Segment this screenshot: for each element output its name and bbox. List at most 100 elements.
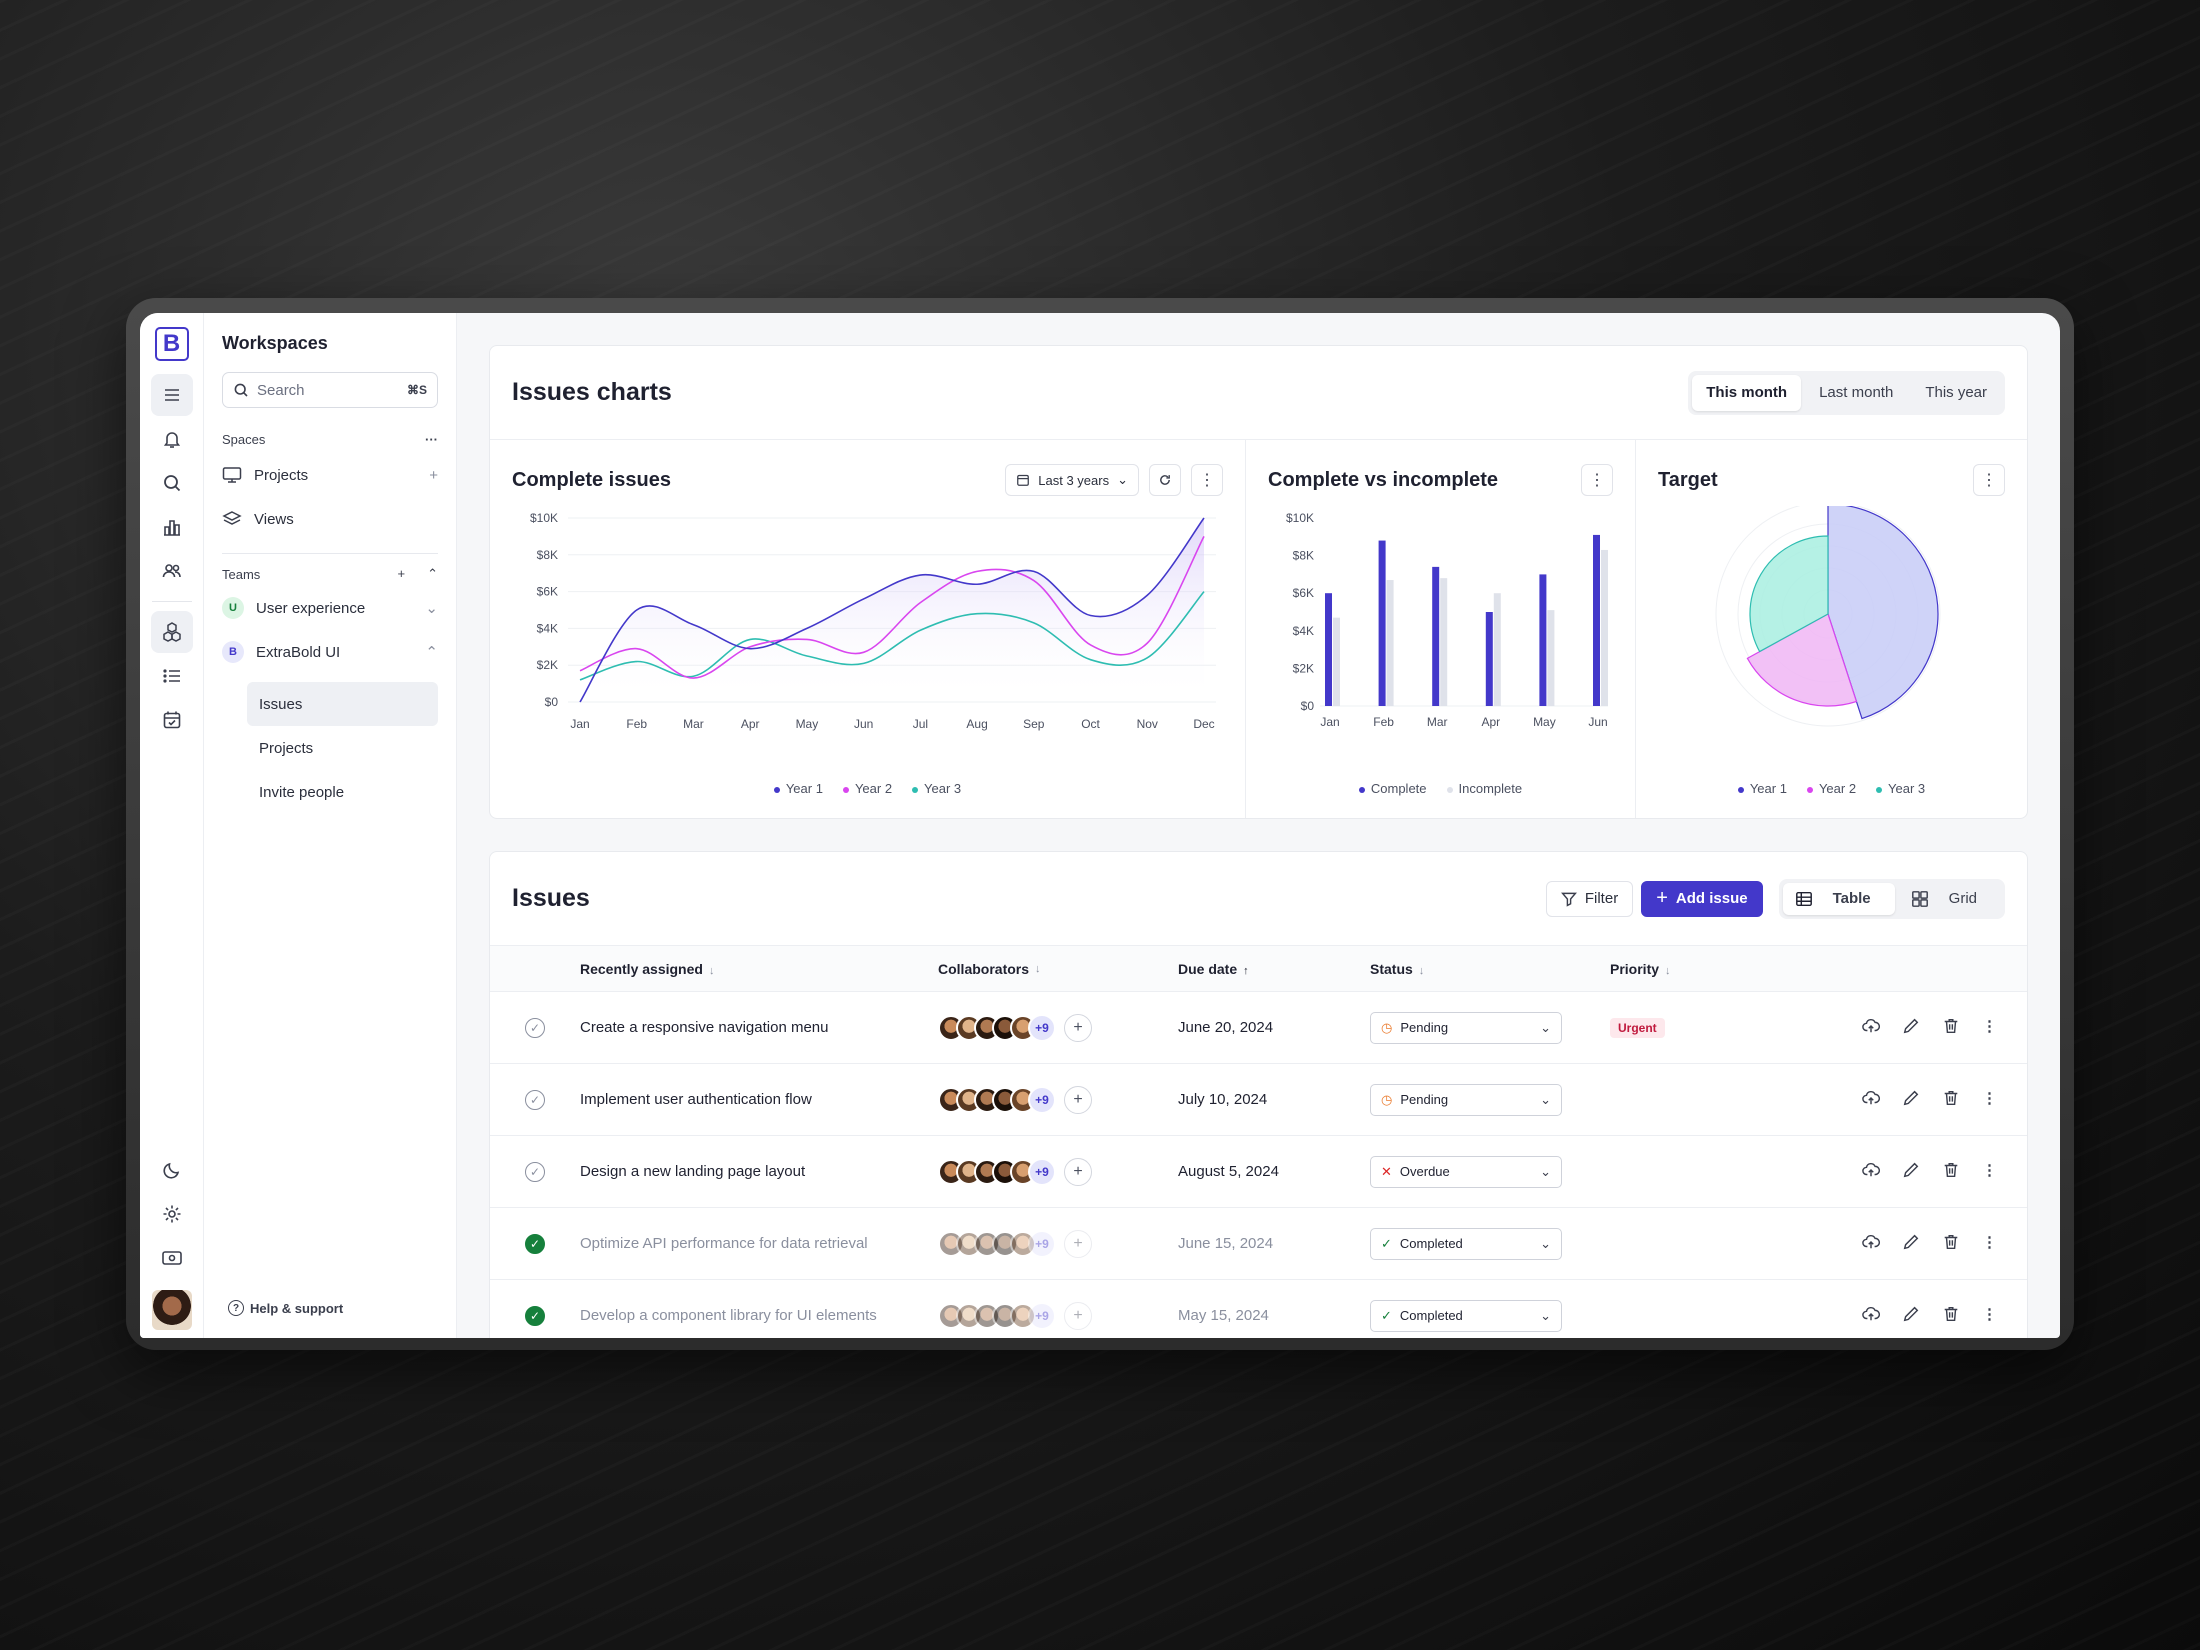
table-row[interactable]: ✓ Create a responsive navigation menu +9… — [490, 992, 2027, 1064]
y-tick-label: $2K — [537, 658, 558, 672]
tab-last-month[interactable]: Last month — [1819, 384, 1894, 401]
issue-title[interactable]: Design a new landing page layout — [580, 1163, 806, 1180]
view-grid-tab[interactable]: Grid — [1899, 883, 2001, 915]
pie-slice — [1746, 613, 1858, 707]
sidebar-item-projects[interactable]: Projects + — [222, 453, 438, 497]
more-vertical-icon[interactable]: ⋮ — [1982, 1017, 1997, 1035]
add-collaborator-icon[interactable]: + — [1064, 1085, 1092, 1114]
edit-icon[interactable] — [1902, 1305, 1920, 1327]
status-select[interactable]: ✓ Completed ⌄ — [1370, 1227, 1562, 1260]
issue-title[interactable]: Implement user authentication flow — [580, 1091, 812, 1108]
gear-icon[interactable] — [151, 1193, 193, 1235]
tab-this-year[interactable]: This year — [1925, 384, 1987, 401]
edit-icon[interactable] — [1902, 1233, 1920, 1255]
more-collaborators[interactable]: +9 — [1028, 1229, 1056, 1258]
col-collaborators[interactable]: Collaborators ↓ — [938, 961, 1178, 977]
trash-icon[interactable] — [1942, 1017, 1960, 1039]
more-collaborators[interactable]: +9 — [1028, 1157, 1056, 1186]
more-vertical-icon[interactable]: ⋮ — [1982, 1233, 1997, 1251]
more-icon[interactable]: ··· — [425, 432, 438, 447]
edit-icon[interactable] — [1902, 1161, 1920, 1183]
col-due-date[interactable]: Due date ↑ — [1178, 961, 1370, 977]
search-input[interactable]: Search ⌘S — [222, 372, 438, 408]
range-dropdown[interactable]: Last 3 years ⌄ — [1005, 464, 1139, 496]
cloud-upload-icon[interactable] — [1862, 1233, 1881, 1255]
add-team-icon[interactable]: + — [397, 566, 406, 581]
cloud-upload-icon[interactable] — [1862, 1161, 1881, 1183]
trash-icon[interactable] — [1942, 1161, 1960, 1183]
more-vertical-icon[interactable]: ⋮ — [1973, 464, 2005, 496]
col-status[interactable]: Status ↓ — [1370, 961, 1610, 977]
add-collaborator-icon[interactable]: + — [1064, 1157, 1092, 1186]
check-circle-filled-icon[interactable]: ✓ — [525, 1233, 545, 1254]
help-support-link[interactable]: ? Help & support — [228, 1300, 343, 1316]
check-circle-icon[interactable]: ✓ — [525, 1017, 545, 1038]
col-recently-assigned[interactable]: Recently assigned ↓ — [580, 961, 938, 977]
view-toggle: Table Grid — [1778, 878, 2005, 919]
more-vertical-icon[interactable]: ⋮ — [1191, 464, 1223, 496]
trash-icon[interactable] — [1942, 1089, 1960, 1111]
cloud-upload-icon[interactable] — [1862, 1305, 1881, 1327]
chevron-up-icon[interactable]: ⌃ — [427, 566, 438, 581]
table-row[interactable]: ✓ Design a new landing page layout +9 + A… — [490, 1136, 2027, 1208]
edit-icon[interactable] — [1902, 1089, 1920, 1111]
more-vertical-icon[interactable]: ⋮ — [1982, 1305, 1997, 1323]
team-user-experience[interactable]: U User experience ⌄ — [222, 586, 438, 630]
add-collaborator-icon[interactable]: + — [1064, 1301, 1092, 1330]
add-collaborator-icon[interactable]: + — [1064, 1013, 1092, 1042]
sidebar-item-invite-people[interactable]: Invite people — [259, 783, 345, 801]
issue-title[interactable]: Develop a component library for UI eleme… — [580, 1307, 877, 1324]
more-collaborators[interactable]: +9 — [1028, 1085, 1056, 1114]
more-collaborators[interactable]: +9 — [1028, 1013, 1056, 1042]
chart-icon[interactable] — [151, 506, 193, 548]
check-circle-icon[interactable]: ✓ — [525, 1161, 545, 1182]
status-select[interactable]: ✕ Overdue ⌄ — [1370, 1155, 1562, 1188]
sidebar-item-views[interactable]: Views — [222, 497, 438, 541]
trash-icon[interactable] — [1942, 1305, 1960, 1327]
status-select[interactable]: ✓ Completed ⌄ — [1370, 1299, 1562, 1332]
chevron-down-icon[interactable]: ⌄ — [425, 600, 438, 617]
check-circle-filled-icon[interactable]: ✓ — [525, 1305, 545, 1326]
cube-icon[interactable] — [150, 611, 193, 653]
bell-icon[interactable] — [151, 418, 193, 460]
view-table-tab[interactable]: Table — [1782, 882, 1895, 915]
cloud-upload-icon[interactable] — [1862, 1017, 1881, 1039]
add-collaborator-icon[interactable]: + — [1064, 1229, 1092, 1258]
status-select[interactable]: ◷ Pending ⌄ — [1370, 1011, 1562, 1044]
add-issue-button[interactable]: + Add issue — [1641, 880, 1763, 917]
status-select[interactable]: ◷ Pending ⌄ — [1370, 1083, 1562, 1116]
col-priority[interactable]: Priority ↓ — [1610, 961, 1842, 977]
sidebar-item-issues[interactable]: Issues — [247, 682, 438, 726]
table-row[interactable]: ✓ Develop a component library for UI ele… — [490, 1280, 2027, 1338]
tab-this-month[interactable]: This month — [1692, 374, 1802, 411]
more-vertical-icon[interactable]: ⋮ — [1982, 1161, 1997, 1179]
bar-incomplete — [1547, 610, 1555, 706]
cloud-upload-icon[interactable] — [1862, 1089, 1881, 1111]
more-collaborators[interactable]: +9 — [1028, 1301, 1056, 1330]
more-vertical-icon[interactable]: ⋮ — [1581, 464, 1613, 496]
table-row[interactable]: ✓ Implement user authentication flow +9 +… — [490, 1064, 2027, 1136]
issue-title[interactable]: Optimize API performance for data retrie… — [580, 1235, 868, 1252]
moon-icon[interactable] — [151, 1149, 193, 1191]
trash-icon[interactable] — [1942, 1233, 1960, 1255]
list-icon[interactable] — [151, 655, 193, 697]
filter-button[interactable]: Filter — [1545, 880, 1634, 917]
search-icon[interactable] — [151, 462, 193, 504]
check-circle-icon[interactable]: ✓ — [525, 1089, 545, 1110]
issue-title[interactable]: Create a responsive navigation menu — [580, 1019, 829, 1036]
calendar-icon[interactable] — [151, 699, 193, 741]
menu-icon[interactable] — [150, 374, 193, 416]
users-icon[interactable] — [151, 550, 193, 592]
check-icon: ✓ — [1381, 1307, 1392, 1323]
table-row[interactable]: ✓ Optimize API performance for data retr… — [490, 1208, 2027, 1280]
refresh-icon[interactable] — [1149, 464, 1181, 496]
card-icon[interactable] — [151, 1237, 193, 1279]
legend-item: Year 3 — [1876, 781, 1925, 796]
user-avatar[interactable] — [151, 1290, 192, 1330]
more-vertical-icon[interactable]: ⋮ — [1982, 1089, 1997, 1107]
edit-icon[interactable] — [1902, 1017, 1920, 1039]
add-project-icon[interactable]: + — [429, 466, 438, 484]
sidebar-item-team-projects[interactable]: Projects — [259, 739, 314, 757]
team-extrabold-ui[interactable]: B ExtraBold UI ⌃ — [222, 630, 438, 674]
chevron-up-icon[interactable]: ⌃ — [425, 644, 438, 661]
